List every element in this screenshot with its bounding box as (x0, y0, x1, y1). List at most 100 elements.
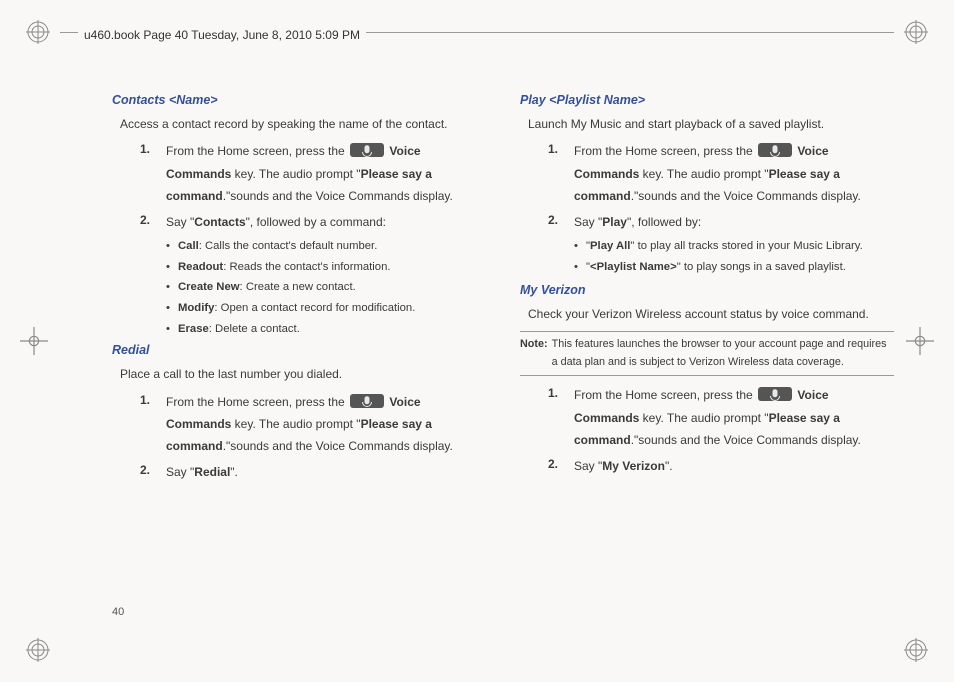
text: : Create a new contact. (240, 281, 356, 293)
text: Play (602, 215, 627, 229)
text: From the Home screen, press the (574, 388, 756, 402)
section-heading: Play <Playlist Name> (520, 90, 894, 111)
text: " to play all tracks stored in your Musi… (630, 240, 862, 252)
text: Contacts (194, 215, 245, 229)
section-intro: Place a call to the last number you dial… (120, 365, 486, 385)
step: 2. Say "My Verizon". (548, 455, 894, 477)
section-intro: Access a contact record by speaking the … (120, 115, 486, 135)
text: : Calls the contact's default number. (199, 240, 378, 252)
note-label: Note: (520, 336, 552, 372)
text: From the Home screen, press the (574, 144, 756, 158)
step-body: From the Home screen, press the Voice Co… (574, 140, 894, 207)
header-text: u460.book Page 40 Tuesday, June 8, 2010 … (78, 28, 366, 42)
crop-mark-icon (904, 638, 928, 662)
text: My Verizon (602, 459, 665, 473)
text: Erase (178, 323, 209, 335)
text: <Playlist Name> (590, 261, 677, 273)
page-body: Contacts <Name> Access a contact record … (112, 86, 894, 622)
step: 1. From the Home screen, press the Voice… (548, 140, 894, 207)
step-number: 2. (140, 211, 166, 233)
text: Modify (178, 302, 214, 314)
text: key. The audio prompt " (231, 417, 360, 431)
text: Readout (178, 261, 223, 273)
text: Say " (166, 215, 194, 229)
voice-commands-key-icon (758, 387, 792, 401)
step: 1. From the Home screen, press the Voice… (548, 384, 894, 451)
step-body: Say "My Verizon". (574, 455, 894, 477)
text: ."sounds and the Voice Commands display. (223, 189, 453, 203)
step: 2. Say "Redial". (140, 461, 486, 483)
crop-mark-icon (904, 20, 928, 44)
bullet-item: •Modify: Open a contact record for modif… (166, 299, 486, 318)
bullet-icon: • (166, 320, 178, 339)
section-intro: Launch My Music and start playback of a … (528, 115, 894, 135)
voice-commands-key-icon (350, 143, 384, 157)
text: Say " (166, 465, 194, 479)
text: ". (665, 459, 673, 473)
step: 1. From the Home screen, press the Voice… (140, 140, 486, 207)
step-number: 2. (140, 461, 166, 483)
bullet-icon: • (166, 258, 178, 277)
bullet-item: •"<Playlist Name>" to play songs in a sa… (574, 258, 894, 277)
step-body: From the Home screen, press the Voice Co… (166, 391, 486, 458)
left-column: Contacts <Name> Access a contact record … (112, 86, 486, 622)
text: ."sounds and the Voice Commands display. (223, 439, 453, 453)
step-number: 2. (548, 455, 574, 477)
step-number: 1. (140, 140, 166, 207)
step: 2. Say "Play", followed by: (548, 211, 894, 233)
bullet-icon: • (574, 258, 586, 277)
text: ". (230, 465, 238, 479)
text: Say " (574, 459, 602, 473)
crop-mark-icon (26, 638, 50, 662)
bullet-item: •Readout: Reads the contact's informatio… (166, 258, 486, 277)
text: ."sounds and the Voice Commands display. (631, 433, 861, 447)
text: " to play songs in a saved playlist. (677, 261, 846, 273)
bullet-icon: • (166, 278, 178, 297)
step-number: 1. (548, 384, 574, 451)
crop-mark-icon (26, 20, 50, 44)
text: ."sounds and the Voice Commands display. (631, 189, 861, 203)
section-heading: Redial (112, 340, 486, 361)
voice-commands-key-icon (350, 394, 384, 408)
bullet-item: •Erase: Delete a contact. (166, 320, 486, 339)
bullet-item: •Create New: Create a new contact. (166, 278, 486, 297)
text: Redial (194, 465, 230, 479)
text: ", followed by a command: (246, 215, 386, 229)
text: : Reads the contact's information. (223, 261, 390, 273)
crop-mark-icon (906, 327, 934, 355)
text: : Delete a contact. (209, 323, 300, 335)
bullet-item: •"Play All" to play all tracks stored in… (574, 237, 894, 256)
crop-mark-icon (20, 327, 48, 355)
text: key. The audio prompt " (639, 167, 768, 181)
step-body: Say "Contacts", followed by a command: (166, 211, 486, 233)
text: ", followed by: (627, 215, 701, 229)
page-number: 40 (112, 606, 124, 618)
section-heading: My Verizon (520, 280, 894, 301)
step-number: 2. (548, 211, 574, 233)
step-body: From the Home screen, press the Voice Co… (574, 384, 894, 451)
text: Call (178, 240, 199, 252)
step-number: 1. (548, 140, 574, 207)
step-body: Say "Redial". (166, 461, 486, 483)
text: key. The audio prompt " (231, 167, 360, 181)
bullet-item: •Call: Calls the contact's default numbe… (166, 237, 486, 256)
bullet-icon: • (574, 237, 586, 256)
voice-commands-key-icon (758, 143, 792, 157)
section-intro: Check your Verizon Wireless account stat… (528, 305, 894, 325)
text: Play All (590, 240, 630, 252)
note-body: This features launches the browser to yo… (552, 336, 894, 372)
step-body: Say "Play", followed by: (574, 211, 894, 233)
right-column: Play <Playlist Name> Launch My Music and… (520, 86, 894, 622)
step: 2. Say "Contacts", followed by a command… (140, 211, 486, 233)
text: Create New (178, 281, 240, 293)
text: Say " (574, 215, 602, 229)
step: 1. From the Home screen, press the Voice… (140, 391, 486, 458)
step-body: From the Home screen, press the Voice Co… (166, 140, 486, 207)
text: From the Home screen, press the (166, 395, 348, 409)
note-block: Note: This features launches the browser… (520, 331, 894, 377)
section-heading: Contacts <Name> (112, 90, 486, 111)
text: key. The audio prompt " (639, 411, 768, 425)
bullet-icon: • (166, 299, 178, 318)
step-number: 1. (140, 391, 166, 458)
text: From the Home screen, press the (166, 144, 348, 158)
